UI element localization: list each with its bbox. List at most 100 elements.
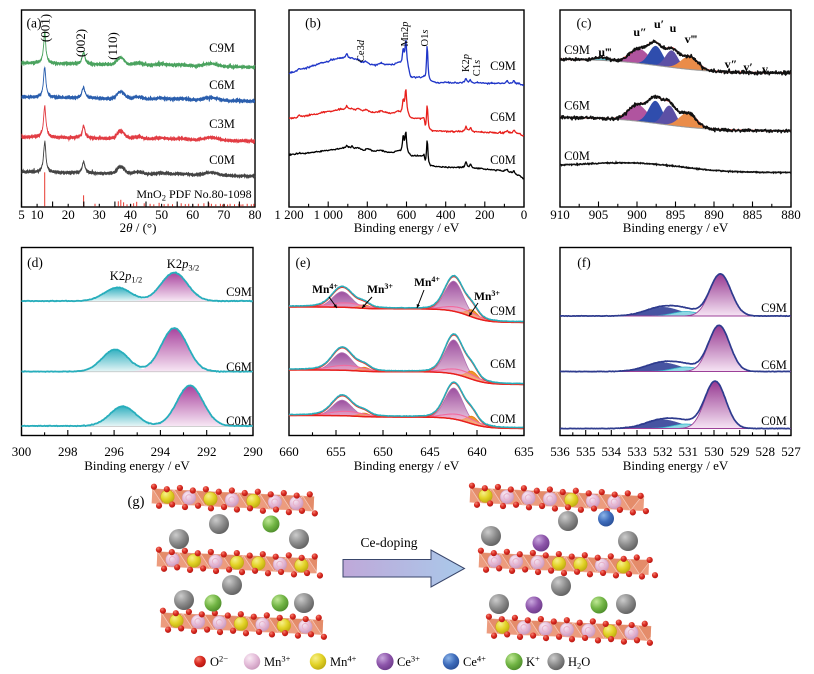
svg-text:v: v bbox=[762, 62, 768, 76]
svg-text:536: 536 bbox=[550, 444, 570, 459]
svg-text:C0M: C0M bbox=[490, 153, 516, 167]
svg-text:400: 400 bbox=[436, 207, 456, 222]
svg-text:C0M: C0M bbox=[209, 153, 235, 167]
svg-text:Mn4+​: Mn4+​ bbox=[330, 654, 357, 670]
svg-text:C3M: C3M bbox=[209, 117, 235, 131]
svg-text:C0M: C0M bbox=[226, 414, 252, 428]
svg-text:635: 635 bbox=[514, 444, 534, 459]
svg-text:(001): (001) bbox=[38, 14, 53, 42]
svg-text:2θ / (°): 2θ / (°) bbox=[120, 220, 157, 235]
svg-text:C9M: C9M bbox=[490, 59, 516, 73]
svg-text:O2−​: O2−​ bbox=[210, 654, 228, 670]
svg-text:880: 880 bbox=[781, 207, 801, 222]
svg-text:C9M: C9M bbox=[564, 43, 590, 57]
svg-text:K2p1/2: K2p1/2 bbox=[110, 269, 142, 285]
svg-text:640: 640 bbox=[467, 444, 487, 459]
svg-text:527: 527 bbox=[781, 444, 801, 459]
svg-text:C9M: C9M bbox=[226, 285, 252, 299]
svg-text:v′: v′ bbox=[743, 60, 752, 74]
svg-text:C6M: C6M bbox=[564, 99, 590, 113]
svg-text:80: 80 bbox=[249, 207, 262, 222]
svg-text:296: 296 bbox=[104, 444, 124, 459]
svg-text:(f): (f) bbox=[577, 255, 591, 270]
svg-text:u: u bbox=[670, 21, 677, 35]
svg-text:MnO2 PDF No.80-1098: MnO2 PDF No.80-1098 bbox=[136, 187, 251, 203]
svg-text:294: 294 bbox=[151, 444, 171, 459]
svg-text:C9M: C9M bbox=[761, 301, 787, 315]
svg-text:600: 600 bbox=[397, 207, 417, 222]
svg-text:C0M: C0M bbox=[490, 412, 516, 426]
svg-text:Ce-doping: Ce-doping bbox=[361, 535, 418, 550]
svg-text:Mn4+: Mn4+ bbox=[312, 282, 338, 296]
svg-text:529: 529 bbox=[730, 444, 750, 459]
svg-text:Binding energy / eV: Binding energy / eV bbox=[354, 458, 460, 473]
svg-text:1 000: 1 000 bbox=[314, 207, 343, 222]
svg-text:C9M: C9M bbox=[209, 41, 235, 55]
svg-text:Mn2p: Mn2p bbox=[400, 21, 411, 46]
svg-text:Ce3+​: Ce3+​ bbox=[397, 654, 420, 670]
svg-text:660: 660 bbox=[279, 444, 299, 459]
svg-text:Mn3+: Mn3+ bbox=[367, 282, 393, 296]
svg-text:Binding energy / eV: Binding energy / eV bbox=[623, 220, 729, 235]
svg-text:Mn4+: Mn4+ bbox=[414, 275, 440, 289]
svg-text:C1s: C1s bbox=[472, 60, 483, 76]
svg-text:300: 300 bbox=[12, 444, 32, 459]
svg-text:298: 298 bbox=[58, 444, 78, 459]
svg-text:O1s: O1s bbox=[420, 30, 431, 47]
svg-text:910: 910 bbox=[550, 207, 570, 222]
svg-text:5: 5 bbox=[18, 207, 25, 222]
svg-text:Mn3+​: Mn3+​ bbox=[264, 654, 291, 670]
svg-text:C6M: C6M bbox=[490, 110, 516, 124]
svg-text:Ce3d: Ce3d bbox=[356, 39, 367, 62]
svg-text:v″: v″ bbox=[725, 57, 738, 71]
svg-text:C6M: C6M bbox=[209, 78, 235, 92]
svg-text:50: 50 bbox=[155, 207, 168, 222]
svg-text:u′: u′ bbox=[654, 17, 664, 31]
svg-text:0: 0 bbox=[521, 207, 528, 222]
svg-text:(a): (a) bbox=[27, 16, 42, 31]
svg-text:885: 885 bbox=[743, 207, 763, 222]
svg-text:C6M: C6M bbox=[226, 360, 252, 374]
svg-text:Binding energy / eV: Binding energy / eV bbox=[84, 458, 190, 473]
svg-text:v‴: v‴ bbox=[685, 32, 698, 46]
svg-text:200: 200 bbox=[475, 207, 495, 222]
svg-text:655: 655 bbox=[326, 444, 346, 459]
svg-text:C0M: C0M bbox=[564, 149, 590, 163]
svg-text:70: 70 bbox=[217, 207, 230, 222]
svg-text:(d): (d) bbox=[27, 255, 43, 270]
svg-text:Binding energy / eV: Binding energy / eV bbox=[623, 458, 729, 473]
svg-text:900: 900 bbox=[627, 207, 647, 222]
svg-text:(c): (c) bbox=[577, 16, 592, 31]
svg-text:30: 30 bbox=[93, 207, 106, 222]
svg-text:(002): (002) bbox=[73, 29, 88, 57]
svg-text:K2p3/2: K2p3/2 bbox=[167, 257, 199, 273]
svg-text:290: 290 bbox=[243, 444, 263, 459]
svg-text:K2p: K2p bbox=[461, 54, 472, 72]
svg-text:C9M: C9M bbox=[490, 304, 516, 318]
svg-text:895: 895 bbox=[666, 207, 686, 222]
svg-text:H2​O: H2​O bbox=[568, 655, 590, 671]
svg-text:Ce4+​: Ce4+​ bbox=[463, 654, 486, 670]
svg-text:534: 534 bbox=[602, 444, 622, 459]
svg-text:Binding energy / eV: Binding energy / eV bbox=[354, 220, 460, 235]
svg-text:60: 60 bbox=[186, 207, 199, 222]
svg-text:535: 535 bbox=[576, 444, 596, 459]
svg-text:(e): (e) bbox=[296, 255, 311, 270]
svg-text:905: 905 bbox=[589, 207, 609, 222]
svg-text:(g): (g) bbox=[128, 494, 145, 510]
svg-text:531: 531 bbox=[679, 444, 699, 459]
svg-text:530: 530 bbox=[704, 444, 724, 459]
svg-text:(110): (110) bbox=[105, 32, 120, 60]
svg-text:890: 890 bbox=[704, 207, 724, 222]
svg-text:1 200: 1 200 bbox=[274, 207, 303, 222]
svg-text:292: 292 bbox=[197, 444, 217, 459]
svg-text:10: 10 bbox=[31, 207, 44, 222]
svg-text:800: 800 bbox=[358, 207, 378, 222]
svg-text:20: 20 bbox=[62, 207, 75, 222]
svg-text:533: 533 bbox=[627, 444, 647, 459]
svg-text:K+​: K+​ bbox=[526, 654, 540, 670]
svg-text:C6M: C6M bbox=[761, 358, 787, 372]
svg-text:40: 40 bbox=[124, 207, 137, 222]
svg-text:u‴: u‴ bbox=[598, 45, 612, 59]
svg-text:528: 528 bbox=[756, 444, 776, 459]
